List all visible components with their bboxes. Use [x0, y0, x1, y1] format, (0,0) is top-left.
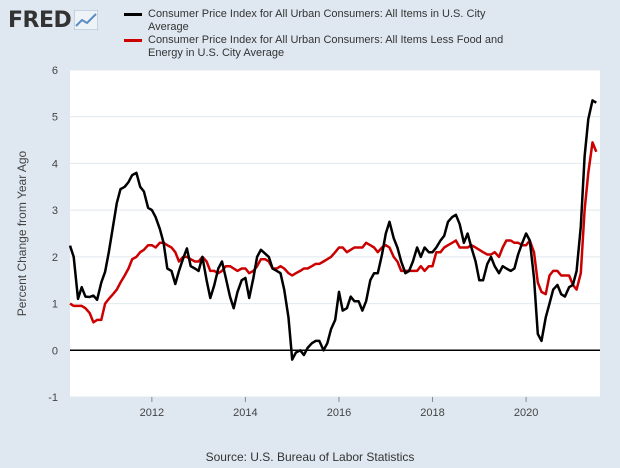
y-tick-label: 3: [52, 205, 58, 217]
legend-label: Consumer Price Index for All Urban Consu…: [148, 8, 486, 33]
legend-item-core: Consumer Price Index for All Urban Consu…: [124, 34, 528, 60]
x-tick-label: 2014: [233, 407, 257, 419]
series-layer: [68, 99, 598, 361]
source-note: Source: U.S. Bureau of Labor Statistics: [205, 450, 415, 464]
legend-swatch-black: [124, 13, 142, 16]
x-tick-label: 2018: [420, 407, 444, 419]
plot-area: [70, 70, 600, 397]
y-tick-label: 6: [52, 65, 58, 77]
series-all-items-line[interactable]: [68, 99, 597, 361]
x-tick-label: 2012: [140, 407, 164, 419]
fred-logo[interactable]: FRED: [8, 6, 99, 34]
legend-swatch-red: [124, 39, 142, 42]
y-axis-label: Percent Change from Year Ago: [15, 150, 29, 316]
y-tick-label: 2: [52, 252, 58, 264]
x-axis-ticks: 2012 2014 2016 2018 2020: [140, 397, 538, 419]
y-tick-label: 5: [52, 112, 58, 124]
legend-label: Consumer Price Index for All Urban Consu…: [148, 34, 504, 59]
fred-chart-icon: [74, 10, 99, 30]
chart-legend: Consumer Price Index for All Urban Consu…: [124, 8, 528, 60]
x-tick-label: 2016: [327, 407, 351, 419]
y-axis-ticks: -1 0 1 2 3 4 5 6: [48, 65, 58, 404]
y-tick-label: -1: [48, 392, 58, 404]
line-chart: -1 0 1 2 3 4 5 6 2012 2014 2016 2018 2020 Percent C…: [15, 65, 600, 419]
y-tick-label: 1: [52, 299, 58, 311]
x-tick-label: 2020: [514, 407, 538, 419]
legend-item-all-items: Consumer Price Index for All Urban Consu…: [124, 8, 528, 34]
series-core-line[interactable]: [69, 141, 598, 324]
y-tick-label: 4: [52, 158, 58, 170]
y-tick-label: 0: [52, 345, 58, 357]
fred-logo-text: FRED: [8, 7, 72, 33]
